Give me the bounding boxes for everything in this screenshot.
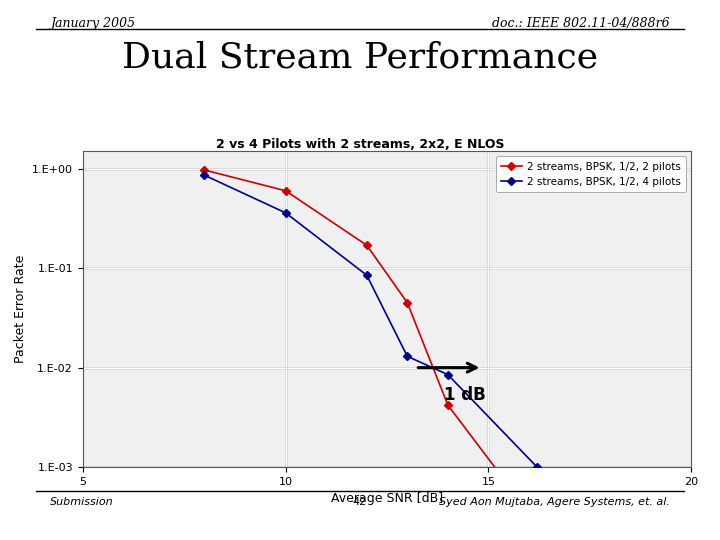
2 streams, BPSK, 1/2, 2 pilots: [403, 299, 412, 306]
2 streams, BPSK, 1/2, 4 pilots: [200, 172, 209, 178]
Text: January 2005: January 2005: [50, 17, 135, 30]
2 streams, BPSK, 1/2, 4 pilots: [403, 353, 412, 360]
Text: Dual Stream Performance: Dual Stream Performance: [122, 40, 598, 75]
Text: doc.: IEEE 802.11-04/888r6: doc.: IEEE 802.11-04/888r6: [492, 17, 670, 30]
2 streams, BPSK, 1/2, 4 pilots: [362, 272, 371, 279]
X-axis label: Average SNR [dB]: Average SNR [dB]: [331, 492, 443, 505]
2 streams, BPSK, 1/2, 2 pilots: [362, 242, 371, 248]
Y-axis label: Packet Error Rate: Packet Error Rate: [14, 255, 27, 363]
Line: 2 streams, BPSK, 1/2, 2 pilots: 2 streams, BPSK, 1/2, 2 pilots: [202, 167, 532, 515]
Line: 2 streams, BPSK, 1/2, 4 pilots: 2 streams, BPSK, 1/2, 4 pilots: [202, 172, 540, 470]
2 streams, BPSK, 1/2, 2 pilots: [200, 167, 209, 173]
2 streams, BPSK, 1/2, 2 pilots: [282, 187, 290, 194]
Text: 2 vs 4 Pilots with 2 streams, 2x2, E NLOS: 2 vs 4 Pilots with 2 streams, 2x2, E NLO…: [216, 138, 504, 151]
2 streams, BPSK, 1/2, 2 pilots: [444, 402, 452, 408]
Text: 42: 42: [353, 497, 367, 507]
2 streams, BPSK, 1/2, 4 pilots: [533, 464, 541, 470]
2 streams, BPSK, 1/2, 4 pilots: [282, 210, 290, 216]
2 streams, BPSK, 1/2, 2 pilots: [525, 509, 534, 516]
Legend: 2 streams, BPSK, 1/2, 2 pilots, 2 streams, BPSK, 1/2, 4 pilots: 2 streams, BPSK, 1/2, 2 pilots, 2 stream…: [495, 157, 686, 192]
2 streams, BPSK, 1/2, 4 pilots: [444, 372, 452, 378]
Text: Submission: Submission: [50, 497, 114, 507]
Text: Syed Aon Mujtaba, Agere Systems, et. al.: Syed Aon Mujtaba, Agere Systems, et. al.: [438, 497, 670, 507]
Text: 1 dB: 1 dB: [444, 386, 485, 404]
